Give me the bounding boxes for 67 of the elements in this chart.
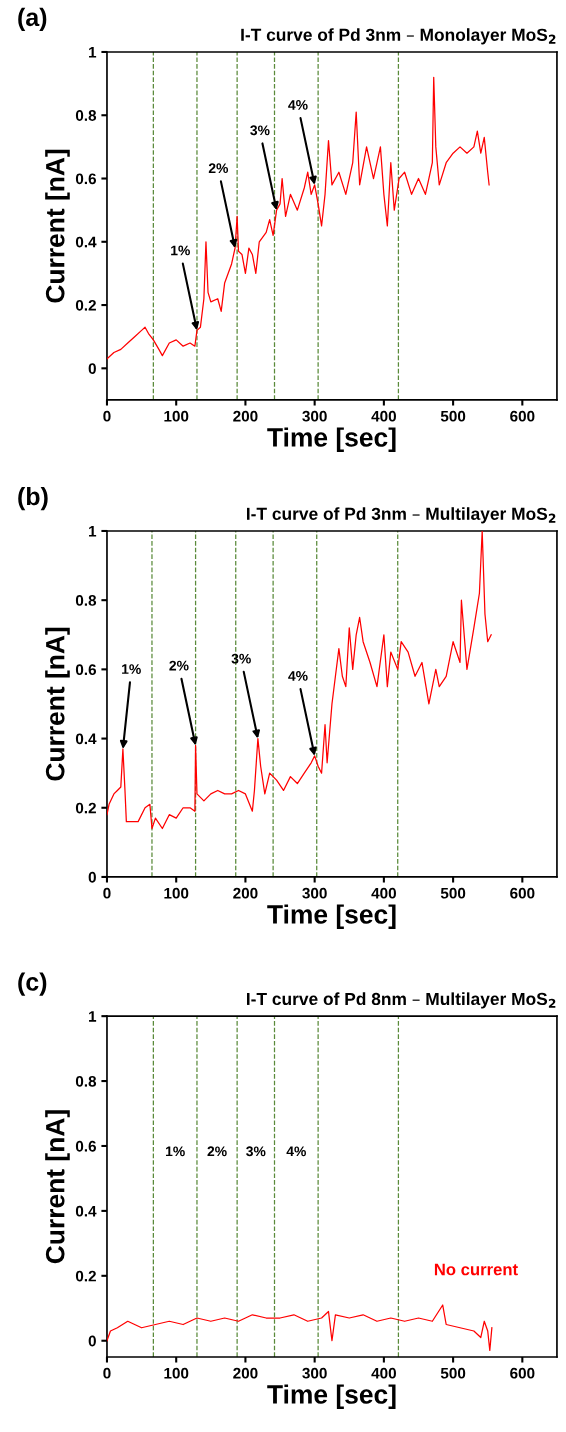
x-tick-label: 400	[371, 410, 396, 422]
y-tick-label: 0.4	[75, 733, 97, 745]
annotation: 1%	[166, 1146, 185, 1157]
y-tick-label: 0.2	[75, 299, 96, 311]
x-tick-label: 400	[371, 887, 396, 899]
x-tick-label: 600	[510, 1367, 535, 1379]
annotation: 4%	[288, 671, 308, 681]
x-tick-label: 500	[440, 410, 466, 422]
text: (b)	[18, 486, 48, 511]
x-tick-label: 100	[164, 887, 189, 899]
y-tick-label: 0.8	[75, 595, 97, 606]
x-tick-label: 100	[164, 1367, 189, 1379]
y-tick-label: 0.8	[75, 110, 97, 121]
x-tick-label: 200	[233, 410, 258, 422]
annotation: 4%	[286, 1146, 306, 1157]
y-tick-label: 0.6	[75, 664, 97, 676]
x-tick-label: 0	[103, 887, 111, 899]
y-tick-label: 0	[88, 871, 96, 883]
y-tick-label: 0	[88, 363, 96, 375]
y-tick-label: 0.6	[75, 173, 97, 185]
line-series	[106, 1304, 493, 1352]
annotation: 3%	[231, 653, 251, 664]
y-axis-title: Current [nA]	[45, 1110, 70, 1264]
x-axis-title: Time [sec]	[267, 1384, 396, 1409]
line-series	[106, 76, 490, 360]
x-tick-label: 300	[302, 1367, 327, 1379]
x-tick-label: 300	[302, 887, 327, 899]
y-tick-label: 1	[89, 526, 97, 537]
y-tick-label: 0	[88, 1335, 96, 1347]
y-tick-label: 1	[89, 1011, 97, 1022]
y-tick-label: 0.4	[75, 236, 97, 248]
annotation: 4%	[288, 100, 308, 110]
line-series	[106, 530, 492, 830]
x-tick-label: 600	[510, 410, 535, 422]
x-tick-label: 200	[233, 887, 258, 899]
x-tick-label: 200	[233, 1367, 258, 1379]
y-tick-label: 0.2	[75, 802, 96, 814]
x-axis-title: Time [sec]	[267, 904, 396, 929]
y-tick-label: 0.6	[75, 1140, 97, 1152]
annotation: 3%	[250, 125, 270, 136]
x-tick-label: 600	[510, 887, 535, 899]
annotation: 1%	[171, 245, 190, 256]
y-tick-label: 0.4	[75, 1205, 97, 1217]
text: (a)	[18, 7, 47, 32]
annotation: 2%	[207, 1146, 227, 1157]
x-tick-label: 400	[371, 1367, 396, 1379]
chart-title: I-T curve of Pd 3nm – Monolayer MoS$_{2}$	[241, 28, 556, 45]
chart-title: I-T curve of Pd 3nm – Multilayer MoS$_{2}$	[246, 507, 556, 524]
x-tick-label: 500	[440, 1367, 466, 1379]
text: (c)	[18, 972, 47, 996]
x-tick-label: 0	[103, 410, 111, 422]
y-tick-label: 1	[89, 47, 97, 58]
annotation: 3%	[246, 1146, 266, 1157]
y-axis-title: Current [nA]	[45, 149, 70, 303]
annotation: 2%	[208, 163, 229, 174]
chart-title: I-T curve of Pd 8nm – Multilayer MoS$_{2}$	[246, 992, 556, 1009]
x-tick-label: 0	[103, 1367, 111, 1379]
x-axis-title: Time [sec]	[267, 427, 396, 452]
annotation: 2%	[169, 660, 189, 671]
y-axis-title: Current [nA]	[45, 627, 70, 781]
x-tick-label: 500	[440, 887, 466, 899]
y-tick-label: 0.8	[75, 1075, 97, 1087]
annotation: No current	[434, 1263, 518, 1276]
x-tick-label: 100	[164, 410, 189, 422]
y-tick-label: 0.2	[75, 1270, 96, 1282]
annotation: 1%	[122, 664, 141, 674]
x-tick-label: 300	[302, 410, 327, 422]
